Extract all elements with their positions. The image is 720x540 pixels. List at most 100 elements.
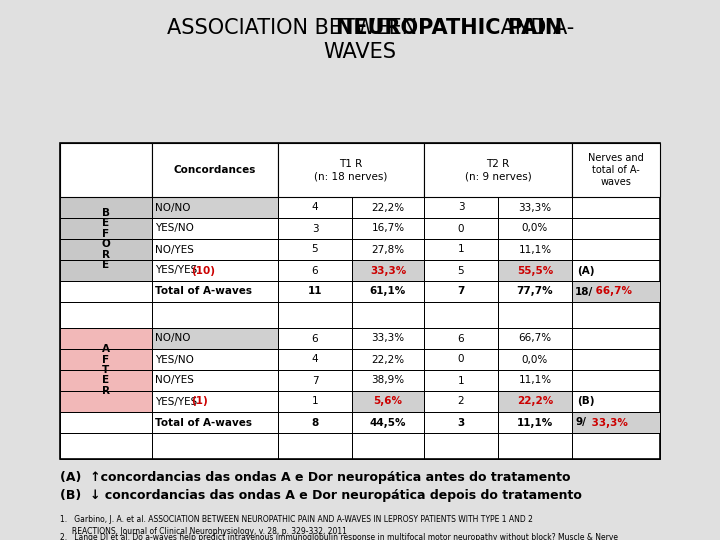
- Bar: [498, 391, 572, 412]
- Text: 5: 5: [312, 245, 318, 254]
- Text: T1 R
(n: 18 nerves): T1 R (n: 18 nerves): [315, 159, 387, 181]
- Bar: [424, 143, 572, 197]
- Text: 18/: 18/: [575, 287, 593, 296]
- Bar: [424, 328, 498, 349]
- Bar: [152, 197, 278, 218]
- Bar: [424, 412, 498, 433]
- Bar: [352, 433, 424, 459]
- Text: T2 R
(n: 9 nerves): T2 R (n: 9 nerves): [464, 159, 531, 181]
- Bar: [498, 143, 572, 197]
- Bar: [572, 370, 660, 391]
- Bar: [424, 239, 498, 260]
- Bar: [498, 328, 572, 349]
- Text: 33,3%: 33,3%: [518, 202, 552, 213]
- Bar: [498, 349, 572, 370]
- Bar: [278, 239, 352, 260]
- Text: 3: 3: [312, 224, 318, 233]
- Bar: [572, 328, 660, 349]
- Text: 0: 0: [458, 224, 464, 233]
- Bar: [498, 239, 572, 260]
- Text: YES/YES: YES/YES: [155, 266, 200, 275]
- Bar: [152, 370, 278, 391]
- Bar: [152, 349, 278, 370]
- Bar: [572, 260, 660, 281]
- Text: 6: 6: [458, 334, 464, 343]
- Bar: [572, 239, 660, 260]
- Bar: [572, 302, 660, 328]
- Text: 27,8%: 27,8%: [372, 245, 405, 254]
- Bar: [498, 302, 572, 328]
- Bar: [60, 302, 152, 328]
- Text: 1: 1: [458, 375, 464, 386]
- Text: 16,7%: 16,7%: [372, 224, 405, 233]
- Bar: [424, 218, 498, 239]
- Bar: [498, 218, 572, 239]
- Bar: [278, 281, 352, 302]
- Bar: [278, 143, 352, 197]
- Bar: [424, 260, 498, 281]
- Text: NO/YES: NO/YES: [155, 245, 194, 254]
- Text: NO/NO: NO/NO: [155, 202, 191, 213]
- Text: 5,6%: 5,6%: [374, 396, 402, 407]
- Text: AND A-: AND A-: [494, 18, 575, 38]
- Bar: [352, 349, 424, 370]
- Bar: [572, 281, 660, 302]
- Bar: [152, 302, 278, 328]
- Bar: [152, 328, 278, 349]
- Bar: [278, 370, 352, 391]
- Text: NEUROPATHIC PAIN: NEUROPATHIC PAIN: [336, 18, 562, 38]
- Text: 1.   Garbino, J. A. et al. ASSOCIATION BETWEEN NEUROPATHIC PAIN AND A-WAVES IN L: 1. Garbino, J. A. et al. ASSOCIATION BET…: [60, 515, 533, 536]
- Text: 22,2%: 22,2%: [517, 396, 553, 407]
- Bar: [60, 328, 152, 412]
- Bar: [278, 218, 352, 239]
- Bar: [352, 239, 424, 260]
- Text: 44,5%: 44,5%: [370, 417, 406, 428]
- Bar: [498, 391, 572, 412]
- Bar: [60, 412, 152, 433]
- Text: 11,1%: 11,1%: [518, 245, 552, 254]
- Text: Nerves and
total of A-
waves: Nerves and total of A- waves: [588, 153, 644, 187]
- Bar: [424, 370, 498, 391]
- Bar: [352, 391, 424, 412]
- Text: 38,9%: 38,9%: [372, 375, 405, 386]
- Bar: [60, 260, 152, 281]
- Bar: [352, 143, 424, 197]
- Bar: [498, 412, 572, 433]
- Bar: [572, 197, 660, 218]
- Text: Total of A-waves: Total of A-waves: [155, 287, 252, 296]
- Bar: [572, 143, 660, 197]
- Text: 0,0%: 0,0%: [522, 224, 548, 233]
- Text: (A): (A): [577, 266, 595, 275]
- Bar: [572, 218, 660, 239]
- Bar: [278, 302, 352, 328]
- Text: 33,3%: 33,3%: [588, 417, 628, 428]
- Bar: [60, 391, 152, 412]
- Bar: [278, 412, 352, 433]
- Text: (1): (1): [191, 396, 208, 407]
- Text: (B): (B): [577, 396, 595, 407]
- Text: 7: 7: [312, 375, 318, 386]
- Bar: [352, 281, 424, 302]
- Text: 4: 4: [312, 202, 318, 213]
- Bar: [352, 260, 424, 281]
- Bar: [152, 218, 278, 239]
- Bar: [498, 370, 572, 391]
- Bar: [278, 143, 424, 197]
- Bar: [498, 260, 572, 281]
- Bar: [424, 197, 498, 218]
- Text: 4: 4: [312, 354, 318, 364]
- Text: YES/NO: YES/NO: [155, 354, 194, 364]
- Text: 8: 8: [311, 417, 319, 428]
- Text: 33,3%: 33,3%: [372, 334, 405, 343]
- Text: WAVES: WAVES: [323, 42, 397, 62]
- Text: B
E
F
O
R
E: B E F O R E: [102, 208, 110, 270]
- Bar: [152, 433, 278, 459]
- Text: Concordances: Concordances: [174, 165, 256, 175]
- Text: 6: 6: [312, 266, 318, 275]
- Text: 33,3%: 33,3%: [370, 266, 406, 275]
- Bar: [498, 197, 572, 218]
- Bar: [278, 197, 352, 218]
- Text: (B)  ↓ concordancias das ondas A e Dor neuropática depois do tratamento: (B) ↓ concordancias das ondas A e Dor ne…: [60, 489, 582, 502]
- Bar: [352, 260, 424, 281]
- Bar: [60, 433, 152, 459]
